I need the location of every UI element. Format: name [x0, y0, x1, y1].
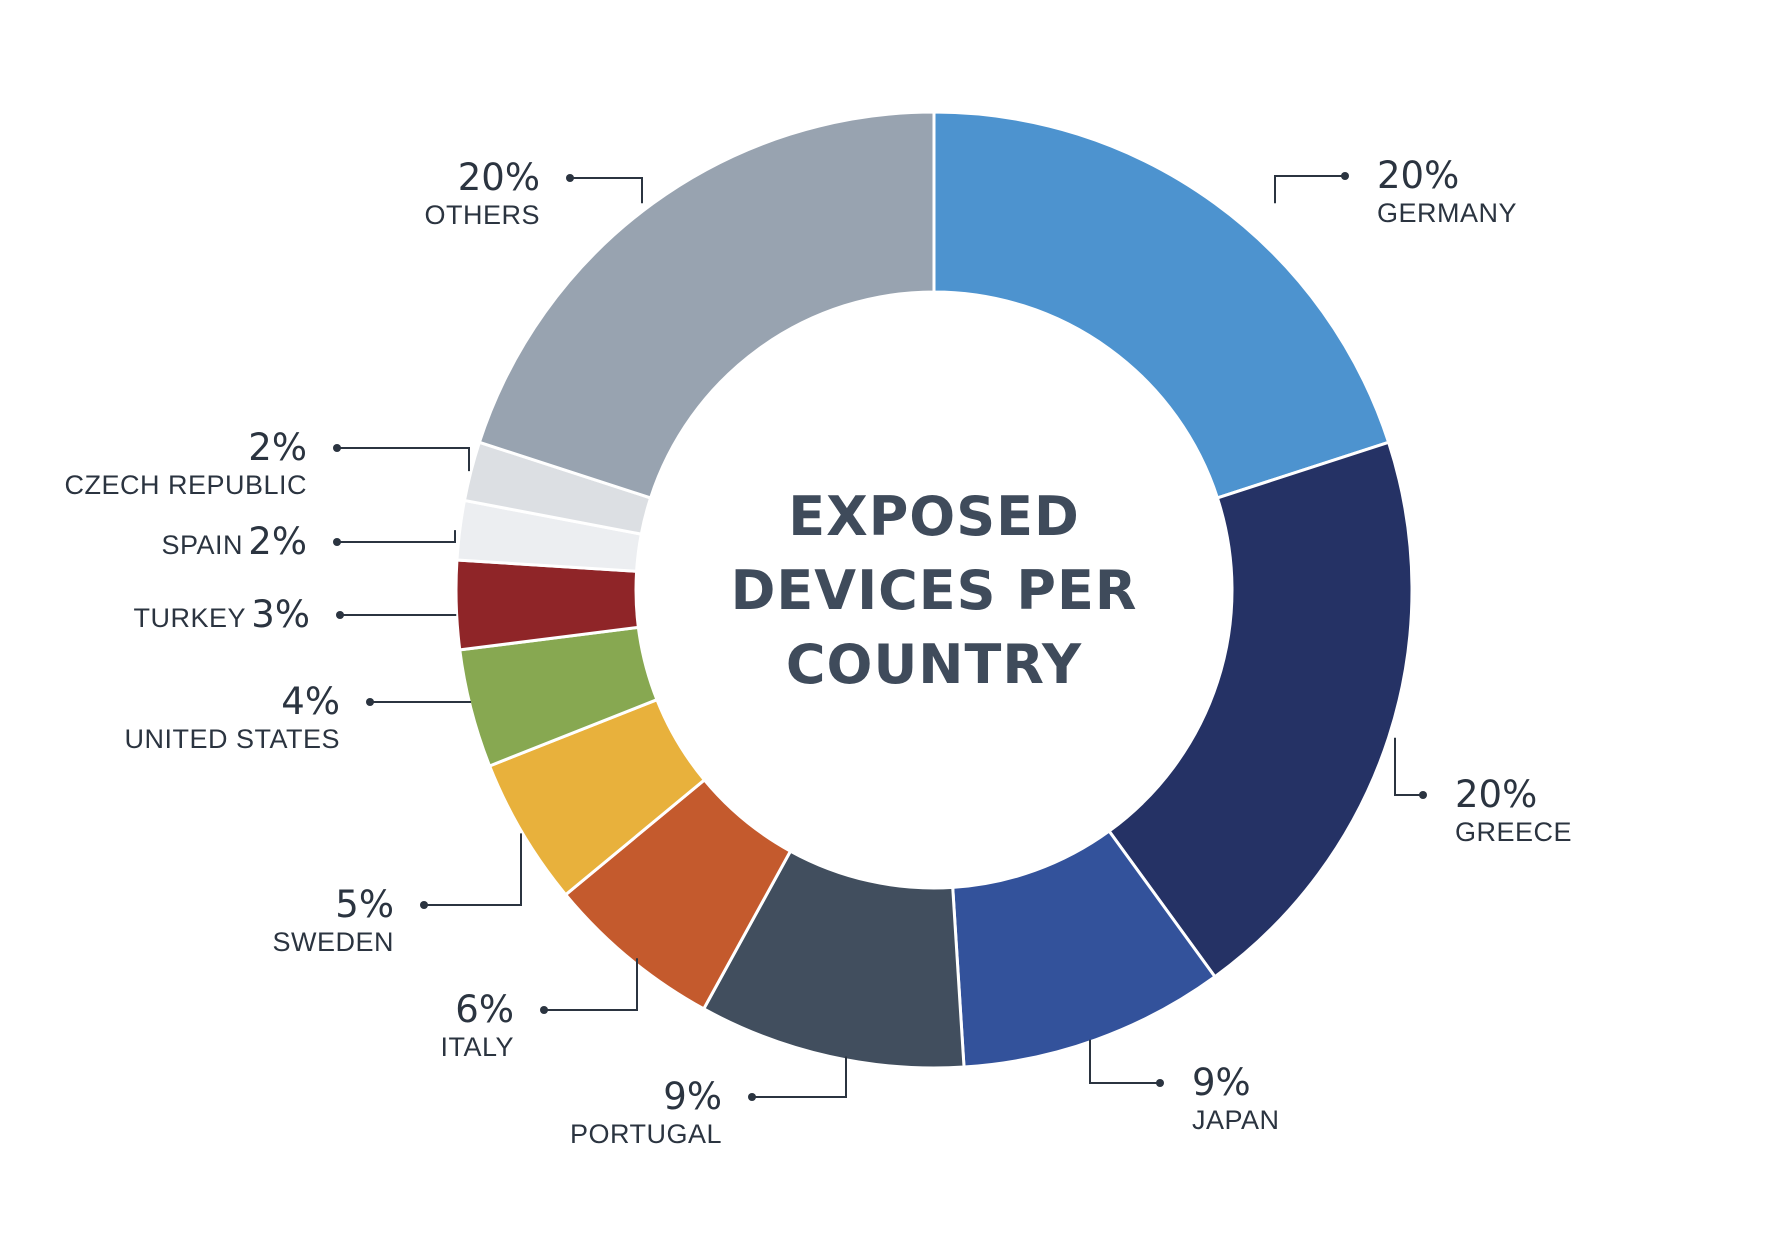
data-label-name-greece: GREECE [1455, 817, 1572, 847]
data-label-name-portugal: PORTUGAL [570, 1119, 722, 1149]
slice-labels: 20%GERMANY20%GREECE9%JAPAN9%PORTUGAL6%IT… [64, 154, 1572, 1149]
data-label-value-portugal: 9% [663, 1075, 722, 1118]
data-label-name-japan: JAPAN [1192, 1105, 1280, 1135]
leader-line-spain [337, 530, 456, 543]
data-label-value-united-states: 4% [281, 680, 340, 723]
leader-lines [333, 172, 1427, 1101]
leader-line-others [570, 177, 643, 204]
chart-title-line-1: EXPOSED [788, 485, 1080, 548]
data-label-value-czech-republic: 2% [248, 426, 307, 469]
leader-dot-portugal [748, 1093, 756, 1101]
data-label-name-italy: ITALY [440, 1032, 514, 1062]
data-label-value-turkey: 3% [251, 593, 310, 636]
leader-line-germany [1274, 175, 1345, 204]
slice-others [477, 110, 936, 500]
data-label-value-others: 20% [458, 156, 540, 199]
chart-title-line-3: COUNTRY [786, 633, 1082, 696]
leader-dot-spain [333, 538, 341, 546]
leader-line-portugal [752, 1056, 847, 1098]
data-label-name-spain: SPAIN [161, 530, 243, 560]
leader-line-italy [544, 958, 638, 1011]
leader-dot-greece [1419, 791, 1427, 799]
data-label-name-others: OTHERS [424, 200, 540, 230]
data-label-name-germany: GERMANY [1377, 198, 1517, 228]
data-label-value-germany: 20% [1377, 154, 1459, 197]
leader-dot-turkey [336, 611, 344, 619]
data-label-value-greece: 20% [1455, 773, 1537, 816]
leader-line-greece [1394, 737, 1423, 796]
slice-germany [932, 110, 1391, 500]
leader-dot-italy [540, 1006, 548, 1014]
donut-slices [454, 110, 1414, 1070]
data-label-value-japan: 9% [1192, 1061, 1251, 1104]
leader-line-japan [1089, 1039, 1160, 1084]
data-label-name-united-states: UNITED STATES [124, 724, 340, 754]
data-label-value-sweden: 5% [335, 883, 394, 926]
leader-dot-germany [1341, 172, 1349, 180]
data-label-value-italy: 6% [455, 988, 514, 1031]
data-label-name-sweden: SWEDEN [272, 927, 394, 957]
leader-dot-others [566, 174, 574, 182]
slice-greece [1107, 440, 1414, 979]
leader-dot-czech-republic [333, 444, 341, 452]
leader-line-sweden [424, 833, 522, 906]
leader-dot-united-states [366, 698, 374, 706]
data-label-name-czech-republic: CZECH REPUBLIC [64, 470, 307, 500]
data-label-value-spain: 2% [248, 520, 307, 563]
leader-dot-sweden [420, 901, 428, 909]
chart-title-line-2: DEVICES PER [731, 559, 1138, 622]
leader-line-czech-republic [337, 447, 470, 472]
data-label-name-turkey: TURKEY [133, 603, 246, 633]
leader-dot-japan [1156, 1079, 1164, 1087]
